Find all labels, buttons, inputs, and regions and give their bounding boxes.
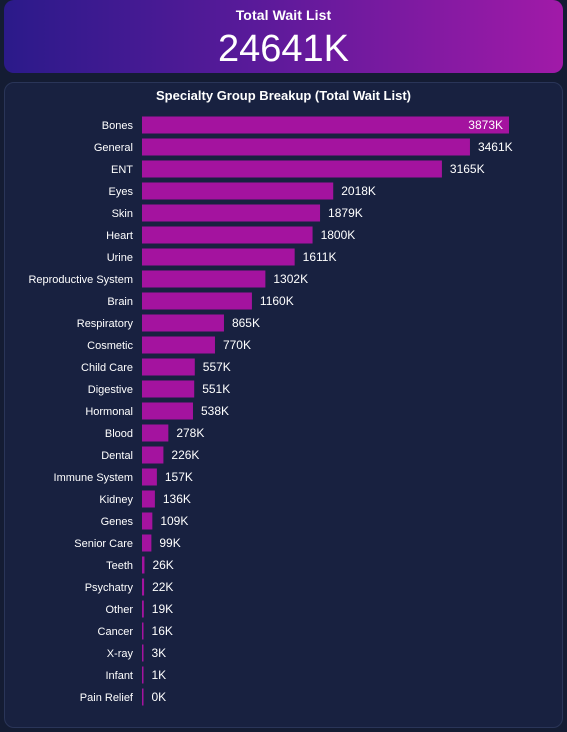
- bar[interactable]: [142, 556, 145, 574]
- bar[interactable]: [142, 380, 195, 398]
- bar[interactable]: [142, 622, 144, 640]
- bar[interactable]: [142, 644, 144, 662]
- value-label: 3165K: [450, 162, 485, 176]
- value-label: 3461K: [478, 140, 513, 154]
- value-label: 16K: [152, 624, 173, 638]
- value-label: 109K: [160, 514, 188, 528]
- value-label: 2018K: [341, 184, 376, 198]
- category-label: X-ray: [107, 648, 134, 660]
- category-label: ENT: [111, 164, 133, 176]
- value-label: 136K: [163, 492, 191, 506]
- bar[interactable]: [142, 534, 152, 552]
- category-label: Infant: [105, 670, 133, 682]
- value-label: 551K: [202, 382, 230, 396]
- bar[interactable]: [142, 116, 509, 134]
- value-label: 0K: [152, 690, 167, 704]
- bar[interactable]: [142, 600, 144, 618]
- value-label: 226K: [171, 448, 199, 462]
- category-label: Psychatry: [85, 582, 134, 594]
- category-label: Kidney: [99, 494, 133, 506]
- bar[interactable]: [142, 248, 295, 266]
- bar[interactable]: [142, 160, 442, 178]
- category-label: Heart: [106, 230, 133, 242]
- bar[interactable]: [142, 358, 195, 376]
- value-label: 538K: [201, 404, 229, 418]
- value-label: 1879K: [328, 206, 363, 220]
- category-label: Pain Relief: [80, 692, 134, 704]
- bar[interactable]: [142, 666, 144, 684]
- value-label: 865K: [232, 316, 260, 330]
- bar[interactable]: [142, 402, 193, 420]
- bar[interactable]: [142, 292, 252, 310]
- category-label: Hormonal: [85, 406, 133, 418]
- value-label: 770K: [223, 338, 251, 352]
- category-label: Blood: [105, 428, 133, 440]
- category-label: Genes: [101, 516, 134, 528]
- value-label: 1K: [152, 668, 167, 682]
- bar[interactable]: [142, 270, 266, 288]
- category-label: Cosmetic: [87, 340, 133, 352]
- category-label: Digestive: [88, 384, 133, 396]
- category-label: Respiratory: [77, 318, 134, 330]
- bar[interactable]: [142, 336, 215, 354]
- value-label: 557K: [203, 360, 231, 374]
- bar[interactable]: [142, 182, 334, 200]
- value-label: 1160K: [260, 294, 294, 308]
- value-label: 1611K: [303, 250, 337, 264]
- category-label: Dental: [101, 450, 133, 462]
- category-label: Reproductive System: [28, 274, 133, 286]
- value-label: 1302K: [273, 272, 308, 286]
- category-label: Urine: [107, 252, 133, 264]
- value-label: 99K: [159, 536, 180, 550]
- category-label: Child Care: [81, 362, 133, 374]
- bar[interactable]: [142, 688, 144, 706]
- category-label: Teeth: [106, 560, 133, 572]
- value-label: 157K: [165, 470, 193, 484]
- category-label: General: [94, 142, 133, 154]
- category-label: Eyes: [109, 186, 134, 198]
- value-label: 278K: [176, 426, 204, 440]
- value-label: 3K: [152, 646, 167, 660]
- category-label: Cancer: [98, 626, 134, 638]
- bar[interactable]: [142, 578, 145, 596]
- category-label: Immune System: [54, 472, 133, 484]
- kpi-value: 24641K: [217, 28, 349, 70]
- bar[interactable]: [142, 204, 321, 222]
- bar[interactable]: [142, 314, 224, 332]
- category-label: Skin: [112, 208, 133, 220]
- bar[interactable]: [142, 490, 155, 508]
- total-wait-list-card: Total Wait List 24641K: [4, 0, 563, 73]
- value-label: 3873K: [468, 118, 503, 132]
- bar[interactable]: [142, 138, 470, 156]
- category-label: Other: [105, 604, 133, 616]
- bar[interactable]: [142, 424, 169, 442]
- kpi-title: Total Wait List: [235, 7, 332, 23]
- category-label: Brain: [107, 296, 133, 308]
- category-label: Senior Care: [74, 538, 133, 550]
- category-label: Bones: [102, 120, 134, 132]
- chart-title: Specialty Group Breakup (Total Wait List…: [156, 88, 411, 103]
- bar[interactable]: [142, 446, 164, 464]
- bar[interactable]: [142, 226, 313, 244]
- value-label: 26K: [152, 558, 173, 572]
- value-label: 22K: [152, 580, 173, 594]
- bar[interactable]: [142, 512, 153, 530]
- value-label: 1800K: [321, 228, 356, 242]
- bar[interactable]: [142, 468, 157, 486]
- value-label: 19K: [152, 602, 173, 616]
